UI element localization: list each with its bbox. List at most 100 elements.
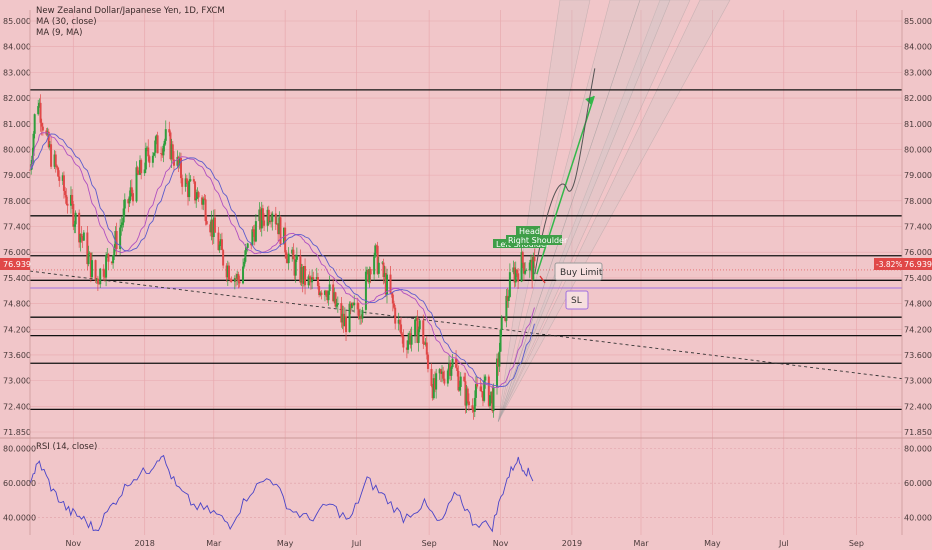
candle-body — [507, 296, 510, 301]
candle-body — [114, 231, 117, 248]
candle-body — [229, 279, 232, 281]
candle-body — [342, 313, 345, 327]
candle-body — [136, 167, 139, 174]
candle-body — [285, 252, 288, 259]
candle-body — [309, 278, 312, 283]
candle-body — [161, 153, 164, 156]
y-tick-label-right: 76.000 — [904, 248, 932, 257]
candle-body — [245, 247, 248, 251]
y-tick-label-right: 74.200 — [904, 325, 932, 334]
buy-limit-box[interactable] — [554, 262, 603, 281]
candle-body — [446, 370, 449, 384]
candle-body — [55, 165, 58, 168]
candle-body — [50, 144, 53, 167]
candle-body — [409, 333, 412, 345]
candle-body — [326, 295, 329, 301]
candle-body — [62, 175, 65, 191]
candle-body — [170, 144, 173, 160]
candle-body — [58, 176, 61, 181]
candle-body — [397, 319, 400, 324]
candle-body — [123, 199, 126, 209]
candle-body — [132, 193, 135, 202]
candle-body — [225, 265, 228, 278]
candle-body — [227, 265, 230, 280]
y-tick-label-left: 85.000 — [3, 17, 31, 26]
candle-body — [491, 391, 494, 412]
right-price-marker — [902, 258, 932, 270]
candle-body — [332, 284, 335, 302]
ma9-legend: MA (9, MA) — [36, 28, 82, 38]
candle-body — [284, 227, 287, 253]
candle-body — [80, 234, 83, 238]
candle-body — [490, 391, 493, 396]
candle-body — [155, 135, 158, 141]
candle-body — [408, 333, 411, 341]
candle-body — [73, 224, 76, 227]
candle-body — [294, 259, 297, 276]
y-tick-label-left: 72.400 — [3, 402, 31, 411]
candle-body — [476, 384, 479, 387]
y-tick-label-right: 77.400 — [904, 223, 932, 232]
candle-body — [237, 274, 240, 282]
y-tick-label-left: 73.000 — [3, 377, 31, 386]
candle-body — [513, 267, 516, 283]
candle-body — [211, 219, 214, 237]
candle-body — [40, 122, 43, 127]
candle-body — [401, 333, 404, 336]
candle-body — [417, 329, 420, 343]
x-tick-label: 2018 — [135, 539, 155, 548]
candle-body — [335, 304, 338, 307]
candle-body — [99, 268, 102, 285]
candle-body — [525, 270, 528, 272]
candle-body — [121, 222, 124, 225]
candle-body — [143, 169, 146, 174]
candle-body — [533, 256, 536, 262]
candle-body — [112, 255, 115, 264]
candle-body — [514, 269, 517, 283]
y-tick-label-right: 73.600 — [904, 351, 932, 360]
candle-body — [529, 259, 532, 263]
candle-body — [177, 156, 180, 166]
left-price-label: 76.939 — [3, 260, 31, 269]
candle-body — [512, 267, 515, 273]
candle-body — [312, 277, 315, 280]
candle-body — [120, 224, 123, 228]
candle-body — [504, 317, 507, 321]
candle-body — [302, 266, 305, 284]
y-tick-label-right: 72.400 — [904, 402, 932, 411]
candle-body — [316, 276, 319, 286]
candles — [29, 94, 536, 420]
candle-body — [349, 303, 352, 309]
y-tick-label-left: 83.000 — [3, 68, 31, 77]
candle-body — [154, 140, 157, 153]
y-tick-label-right: 83.000 — [904, 68, 932, 77]
candle-body — [415, 317, 418, 320]
projection-fan-band — [497, 0, 731, 422]
sl-box[interactable] — [565, 290, 589, 310]
candle-body — [433, 378, 436, 390]
candle-body — [127, 199, 130, 204]
candle-body — [328, 284, 331, 292]
candle-body — [467, 401, 470, 406]
candle-body — [292, 249, 295, 260]
drawn-path — [534, 68, 596, 275]
candle-body — [105, 255, 108, 278]
candle-body — [102, 268, 105, 277]
y-tick-label-left: 75.400 — [3, 274, 31, 283]
candle-body — [389, 274, 392, 293]
candle-body — [222, 250, 225, 266]
candle-body — [524, 270, 527, 274]
y-tick-label-right: 81.000 — [904, 120, 932, 129]
candle-body — [287, 253, 290, 264]
candle-body — [343, 316, 346, 327]
candle-body — [278, 217, 281, 235]
candle-body — [110, 261, 113, 264]
candle-body — [480, 391, 483, 392]
y-tick-label-right: 84.000 — [904, 43, 932, 52]
change-label: -3.82% — [876, 260, 903, 269]
y-tick-label-right: 80.000 — [904, 145, 932, 154]
y-tick-label-left: 73.600 — [3, 351, 31, 360]
y-tick-label-right: 75.400 — [904, 274, 932, 283]
candle-body — [492, 386, 495, 412]
